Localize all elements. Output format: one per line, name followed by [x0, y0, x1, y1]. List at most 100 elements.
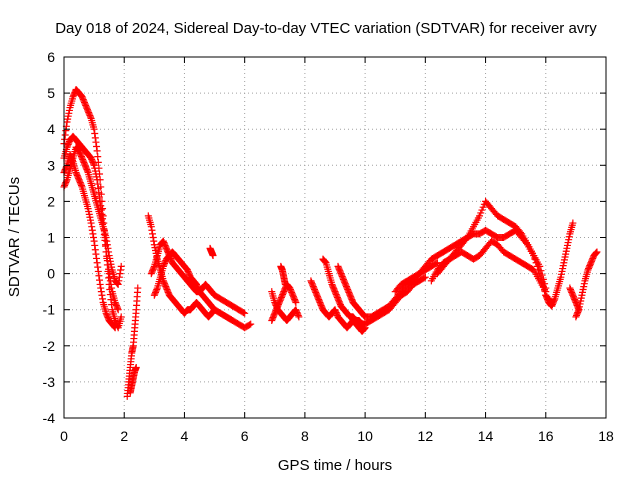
data-point — [92, 250, 100, 258]
data-point — [114, 306, 122, 314]
data-point — [92, 138, 100, 146]
y-tick-label: 2 — [47, 193, 55, 209]
data-point — [96, 276, 104, 284]
data-point — [94, 263, 102, 271]
data-point — [93, 147, 101, 155]
x-tick-label: 12 — [418, 428, 434, 444]
data-point — [117, 313, 125, 321]
data-point — [62, 127, 70, 135]
data-point — [111, 323, 119, 331]
series-track-d — [60, 143, 125, 288]
data-point — [94, 153, 102, 161]
data-layer — [60, 85, 601, 400]
data-point — [105, 270, 113, 278]
data-point — [95, 189, 103, 197]
data-point — [93, 176, 101, 184]
series-track-u — [572, 248, 601, 321]
data-point — [321, 257, 329, 265]
x-tick-label: 14 — [478, 428, 494, 444]
chart-title: Day 018 of 2024, Sidereal Day-to-day VTE… — [55, 20, 597, 37]
data-point — [108, 301, 116, 309]
data-point — [247, 320, 255, 328]
y-tick-label: 0 — [47, 266, 55, 282]
data-point — [575, 306, 583, 314]
y-tick-label: 3 — [47, 157, 55, 173]
data-point — [569, 219, 577, 227]
data-point — [550, 296, 558, 304]
data-point — [87, 219, 95, 227]
data-point — [295, 313, 303, 321]
data-point — [530, 252, 538, 260]
data-point — [433, 259, 441, 267]
data-point — [114, 304, 122, 312]
x-tick-label: 16 — [538, 428, 554, 444]
data-point — [94, 180, 102, 188]
series-track-r — [433, 197, 556, 306]
data-point — [89, 230, 97, 238]
data-point — [91, 246, 99, 254]
x-axis-label: GPS time / hours — [278, 457, 392, 474]
data-point — [105, 248, 113, 256]
data-point — [91, 134, 99, 142]
data-point — [148, 226, 156, 234]
data-point — [292, 298, 300, 306]
data-point — [593, 248, 601, 256]
data-point — [132, 363, 140, 371]
data-point — [432, 259, 440, 267]
data-point — [115, 273, 123, 281]
data-point — [111, 324, 119, 332]
series-track-i — [150, 248, 237, 325]
data-point — [61, 131, 69, 139]
y-tick-label: 5 — [47, 85, 55, 101]
data-point — [96, 193, 104, 201]
data-point — [149, 230, 157, 238]
data-point — [96, 197, 104, 205]
data-point — [291, 297, 299, 305]
data-point — [532, 259, 540, 267]
data-point — [592, 249, 600, 257]
data-point — [94, 184, 102, 192]
data-point — [153, 285, 161, 293]
data-point — [241, 309, 249, 317]
data-point — [462, 235, 470, 243]
data-point — [114, 280, 122, 288]
data-point — [294, 311, 302, 319]
data-point — [106, 273, 114, 281]
data-point — [93, 143, 101, 151]
y-tick-label: -2 — [43, 338, 56, 354]
data-point — [99, 295, 107, 303]
data-point — [104, 244, 112, 252]
data-point — [420, 274, 428, 282]
data-point — [103, 241, 111, 249]
data-point — [83, 167, 91, 175]
x-tick-label: 18 — [598, 428, 614, 444]
data-point — [94, 267, 102, 275]
y-tick-label: 6 — [47, 49, 55, 65]
x-tick-label: 2 — [120, 428, 128, 444]
series-track-b — [60, 132, 122, 314]
x-tick-label: 10 — [357, 428, 373, 444]
y-tick-label: -3 — [43, 374, 56, 390]
data-point — [90, 160, 98, 168]
data-point — [91, 130, 99, 138]
data-point — [88, 223, 96, 231]
data-point — [421, 273, 429, 281]
data-point — [97, 284, 105, 292]
data-point — [147, 223, 155, 231]
data-point — [107, 280, 115, 288]
data-point — [110, 322, 118, 330]
data-point — [516, 228, 524, 236]
data-point — [115, 277, 123, 285]
data-point — [91, 241, 99, 249]
data-point — [102, 234, 110, 241]
data-point — [281, 280, 289, 288]
x-tick-label: 8 — [301, 428, 309, 444]
data-point — [97, 202, 105, 210]
data-point — [77, 182, 85, 190]
data-point — [229, 317, 237, 325]
x-tick-label: 6 — [241, 428, 249, 444]
data-point — [150, 264, 158, 272]
